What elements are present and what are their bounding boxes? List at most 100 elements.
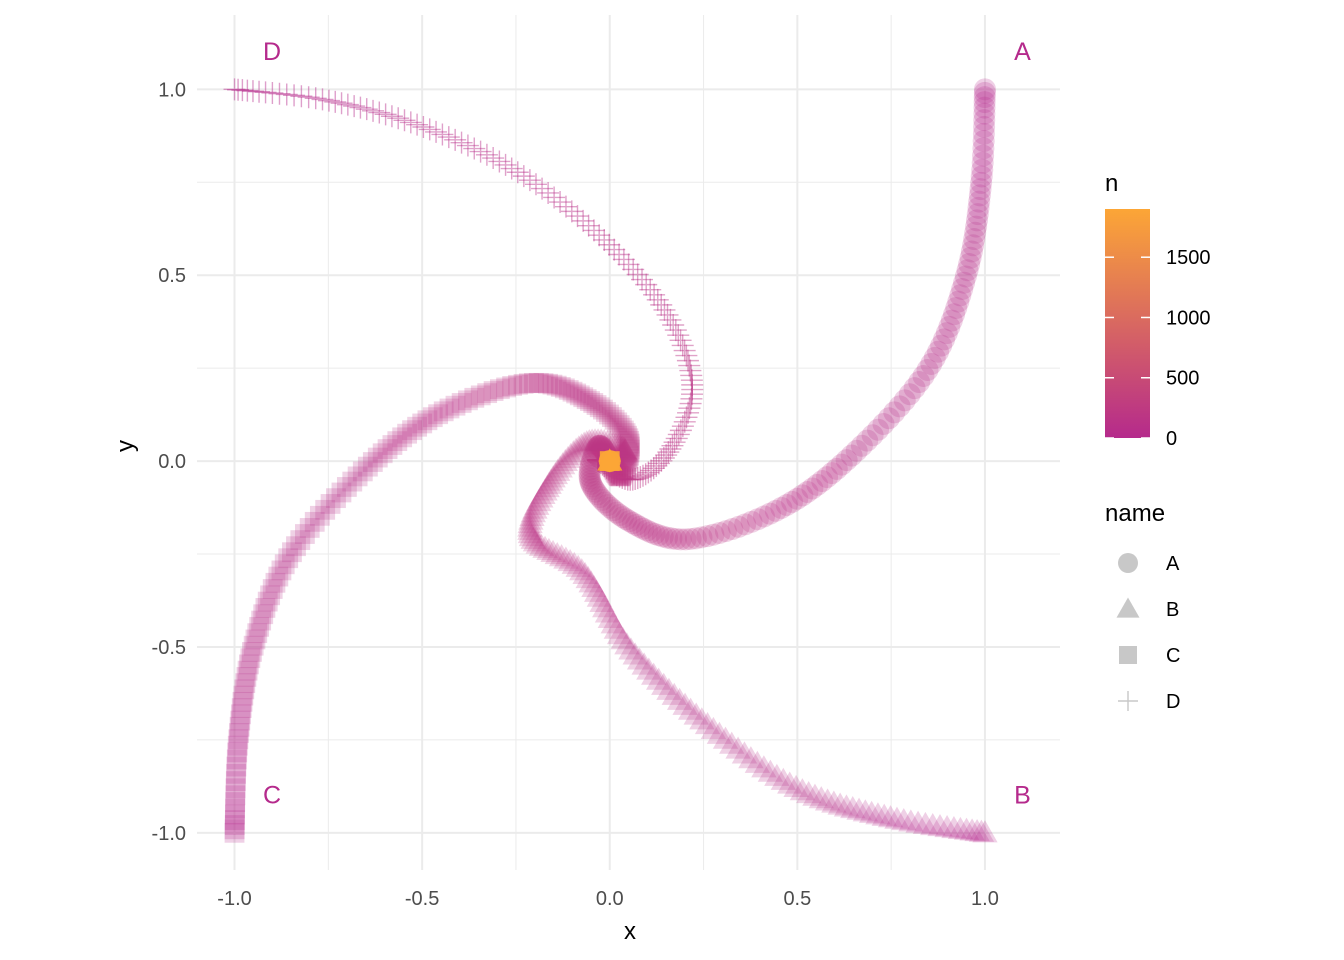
data-point-D (412, 115, 435, 138)
data-point-A (580, 472, 603, 495)
data-point-D (671, 415, 694, 438)
data-point-B (522, 496, 548, 519)
data-point-C (620, 436, 640, 457)
data-point-A (806, 473, 829, 496)
data-point-B (964, 819, 990, 842)
data-point-A (708, 522, 731, 545)
data-point-C (483, 381, 504, 401)
data-point-B (525, 531, 551, 554)
data-point-B (927, 814, 953, 837)
data-point-D (679, 359, 702, 382)
data-point-B (568, 433, 595, 456)
data-point-C (347, 466, 368, 487)
legend-label-C: C (1166, 645, 1180, 667)
shape-legend: name A B C D (1105, 500, 1180, 713)
data-point-A (702, 523, 725, 546)
data-point-A (956, 259, 979, 282)
data-point-A (578, 461, 601, 484)
data-point-C (227, 742, 248, 763)
data-point-C (228, 729, 249, 750)
data-point-C (234, 679, 255, 700)
y-tick-label: 0.0 (158, 451, 186, 473)
data-point-A (639, 521, 662, 544)
data-point-B (591, 429, 617, 452)
data-point-D (664, 319, 687, 342)
data-point-D (317, 89, 340, 112)
data-point-D (463, 137, 486, 160)
data-point-C (226, 749, 247, 770)
legend-key-A (1118, 553, 1138, 573)
data-point-C (538, 373, 558, 394)
data-point-A (935, 322, 958, 345)
data-point-B (528, 485, 554, 508)
data-point-D (680, 364, 703, 387)
color-bar-ticks: 0 500 1000 1500 (1105, 247, 1211, 450)
data-point-B (555, 445, 581, 468)
data-point-B (858, 800, 885, 823)
data-point-B (517, 514, 543, 537)
data-point-A (656, 526, 679, 549)
data-point-B (751, 755, 777, 778)
data-point-B (597, 605, 623, 628)
data-point-C (271, 560, 292, 581)
data-point-A (883, 401, 906, 424)
data-point-C (237, 660, 258, 681)
data-point-B (814, 788, 841, 811)
data-point-B (565, 554, 591, 577)
data-point-C (477, 383, 498, 404)
data-point-A (947, 290, 970, 313)
data-point-B (840, 796, 866, 819)
data-point-B (891, 808, 917, 831)
data-point-C (508, 374, 528, 395)
data-point-C (242, 642, 262, 662)
data-point-D (231, 79, 254, 102)
data-point-A (893, 389, 916, 412)
data-point-C (290, 530, 311, 551)
data-point-C (558, 380, 579, 400)
data-point-A (586, 483, 609, 506)
series-A (578, 78, 996, 551)
data-point-C (524, 372, 544, 393)
data-point-B (578, 570, 604, 593)
data-point-D (662, 313, 685, 336)
data-point-D (624, 468, 647, 491)
data-point-A (599, 496, 622, 519)
data-point-D (676, 349, 699, 372)
data-point-C (502, 376, 523, 396)
data-point-C (542, 374, 563, 395)
data-point-B (877, 805, 904, 828)
data-point-B (540, 539, 566, 563)
data-point-C (589, 397, 610, 418)
data-point-B (959, 818, 985, 841)
data-point-D (621, 468, 644, 491)
data-point-A (970, 171, 993, 194)
data-point-A (727, 515, 750, 538)
data-point-A (746, 508, 769, 531)
data-point-D (456, 134, 479, 157)
data-point-D (635, 273, 658, 296)
data-point-D (665, 427, 688, 450)
data-point-B (526, 489, 552, 512)
data-point-A (973, 78, 996, 101)
data-point-D (667, 423, 690, 446)
data-point-B (770, 767, 796, 790)
data-point-B (744, 750, 771, 773)
data-point-B (738, 746, 764, 769)
data-point-B (530, 481, 556, 504)
data-point-D (572, 209, 595, 232)
data-point-C (331, 482, 352, 503)
data-point-B (553, 546, 579, 569)
data-point-B (968, 819, 995, 842)
data-point-A (632, 517, 655, 540)
data-point-D (588, 224, 611, 247)
data-point-B (550, 452, 576, 475)
data-point-D (677, 401, 700, 424)
data-point-C (617, 425, 637, 446)
data-point-A (596, 494, 619, 517)
data-point-C (562, 381, 583, 402)
data-point-C (352, 461, 373, 482)
data-point-A (578, 458, 601, 481)
data-point-B (572, 561, 598, 585)
data-point-B (517, 517, 543, 540)
data-point-D (642, 457, 665, 480)
